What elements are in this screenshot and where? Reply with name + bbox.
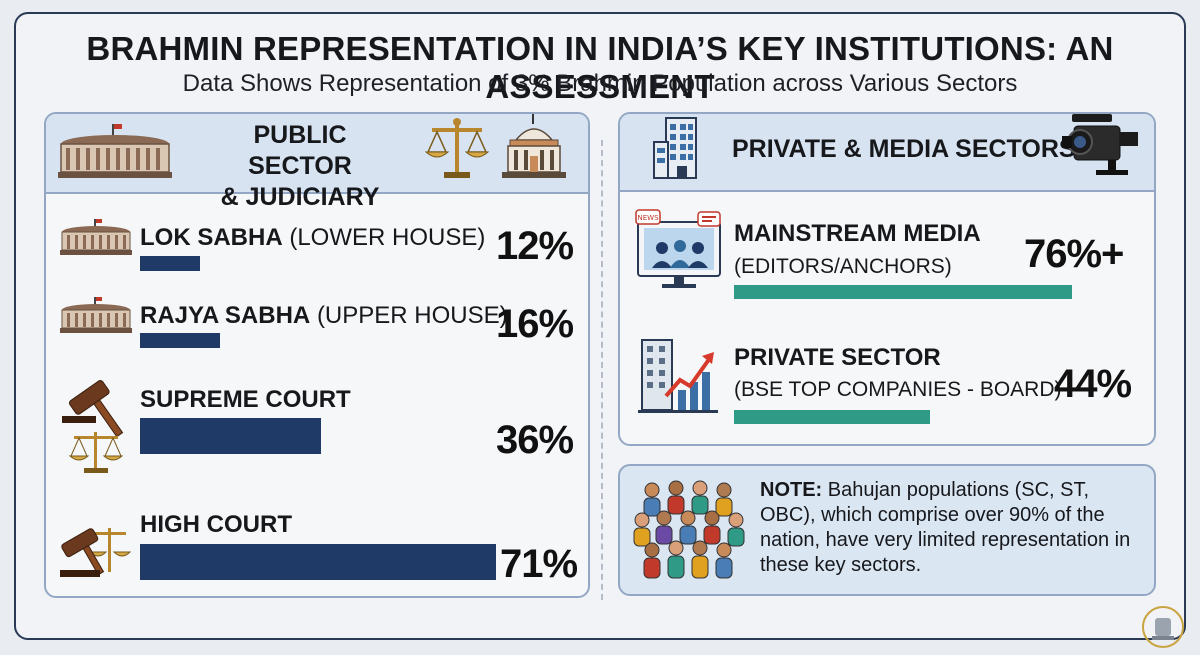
mainstream-media-name: MAINSTREAM MEDIA — [734, 220, 981, 247]
private-sector-qualifier: (BSE TOP COMPANIES - BOARD) — [734, 378, 1062, 401]
growth-chart-icon — [638, 339, 718, 413]
high-court-name: HIGH COURT — [140, 511, 292, 538]
private-sector-bar — [734, 410, 930, 424]
private-media-panel — [618, 112, 1156, 446]
emblem-icon — [1142, 606, 1184, 648]
public-sector-heading-line1: PUBLIC SECTOR — [248, 121, 352, 180]
mainstream-media-label: MAINSTREAM MEDIA — [734, 220, 981, 248]
rajya-sabha-name: RAJYA SABHA — [140, 302, 311, 329]
private-sector-label: PRIVATE SECTOR — [734, 344, 941, 372]
lok-sabha-parliament-icon — [60, 219, 132, 255]
lok-sabha-percent: 12% — [496, 224, 574, 268]
lok-sabha-qualifier: (LOWER HOUSE) — [289, 224, 486, 251]
high-court-bar — [140, 544, 496, 580]
private-media-heading: PRIVATE & MEDIA SECTORS — [732, 135, 1076, 163]
media-screen-icon: NEWS — [635, 209, 721, 288]
lok-sabha-bar — [140, 256, 201, 271]
public-sector-heading: PUBLIC SECTOR & JUDICIARY — [200, 120, 400, 213]
rajya-sabha-parliament-icon — [60, 297, 132, 333]
rajya-sabha-qualifier: (UPPER HOUSE) — [316, 302, 508, 329]
private-sector-percent: 44% — [1054, 362, 1132, 406]
private-media-header — [620, 114, 1154, 192]
supreme-court-gavel-scales-icon — [62, 380, 124, 473]
page-subtitle: Data Shows Representation of 3% Brahmin … — [182, 70, 1018, 97]
private-sector-name: PRIVATE SECTOR — [734, 344, 941, 371]
note-text: NOTE: Bahujan populations (SC, ST, OBC),… — [760, 478, 1144, 578]
parliament-icon — [58, 124, 172, 178]
public-sector-heading-line2: & JUDICIARY — [220, 183, 380, 211]
page-title: BRAHMIN REPRESENTATION IN INDIA’S KEY IN… — [86, 30, 1114, 105]
svg-text:NEWS: NEWS — [637, 214, 659, 222]
supreme-court-label: SUPREME COURT — [140, 386, 351, 414]
rajya-sabha-label: RAJYA SABHA (UPPER HOUSE) — [140, 302, 508, 330]
lok-sabha-name: LOK SABHA — [140, 224, 283, 251]
scales-icon — [424, 118, 490, 178]
mainstream-media-qualifier: (EDITORS/ANCHORS) — [734, 255, 952, 278]
supreme-court-bar — [140, 418, 321, 454]
lok-sabha-label: LOK SABHA (LOWER HOUSE) — [140, 224, 485, 252]
note-body: Bahujan populations (SC, ST, OBC), which… — [760, 479, 1131, 576]
panel-divider — [601, 140, 603, 600]
mainstream-media-bar — [734, 285, 1072, 299]
high-court-gavel-scales-icon — [60, 528, 132, 577]
courthouse-icon — [502, 114, 566, 178]
supreme-court-percent: 36% — [496, 418, 574, 462]
public-sector-panel — [44, 112, 590, 598]
high-court-percent: 71% — [500, 542, 578, 586]
supreme-court-name: SUPREME COURT — [140, 386, 351, 413]
rajya-sabha-percent: 16% — [496, 302, 574, 346]
rajya-sabha-bar — [140, 333, 221, 348]
crowd-icon — [633, 480, 745, 579]
office-building-icon — [653, 117, 697, 179]
high-court-label: HIGH COURT — [140, 511, 292, 539]
video-camera-icon — [1062, 114, 1138, 175]
mainstream-media-percent: 76%+ — [1024, 232, 1124, 276]
note-label: NOTE: — [760, 479, 823, 501]
